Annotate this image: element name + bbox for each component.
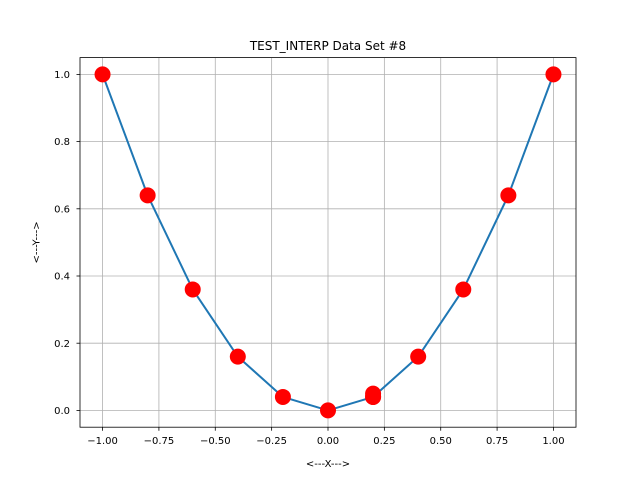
data-point-marker: [455, 281, 472, 298]
x-tick-label: 0.00: [317, 436, 339, 447]
y-tick-label: 0.6: [54, 204, 70, 215]
data-point-marker: [500, 187, 517, 204]
chart-title: TEST_INTERP Data Set #8: [249, 39, 406, 53]
data-point-marker: [320, 402, 336, 419]
x-axis-label: <---X--->: [306, 459, 350, 470]
data-point-marker: [545, 66, 562, 83]
data-series: [94, 66, 562, 419]
data-point-marker: [139, 187, 156, 204]
x-tick-label: −0.50: [200, 436, 231, 447]
x-tick-label: 0.75: [486, 436, 508, 447]
y-tick-label: 0.2: [54, 339, 70, 350]
data-point-marker: [94, 66, 111, 83]
x-tick-label: −1.00: [87, 436, 118, 447]
x-tick-label: 0.25: [373, 436, 395, 447]
x-tick-label: 0.50: [430, 436, 452, 447]
y-tick-label: 0.4: [54, 272, 70, 283]
data-point-marker: [274, 388, 291, 405]
x-tick-label: −0.75: [144, 436, 175, 447]
x-tick-label: −0.25: [256, 436, 287, 447]
y-tick-label: 1.0: [54, 70, 70, 81]
data-point-marker: [229, 348, 246, 365]
y-axis-label: <---Y--->: [32, 221, 43, 263]
data-point-marker: [410, 348, 427, 365]
x-tick-label: 1.00: [542, 436, 564, 447]
data-point-marker: [184, 281, 201, 298]
x-axis-ticks: −1.00 −0.75 −0.50 −0.25 0.00 0.25 0.50 0.75 1.00: [87, 427, 565, 447]
data-point-marker: [365, 388, 382, 405]
y-tick-label: 0.8: [54, 137, 70, 148]
y-tick-label: 0.0: [54, 406, 70, 417]
y-axis-ticks: 0.0 0.2 0.4 0.6 0.8 1.0: [54, 70, 80, 417]
